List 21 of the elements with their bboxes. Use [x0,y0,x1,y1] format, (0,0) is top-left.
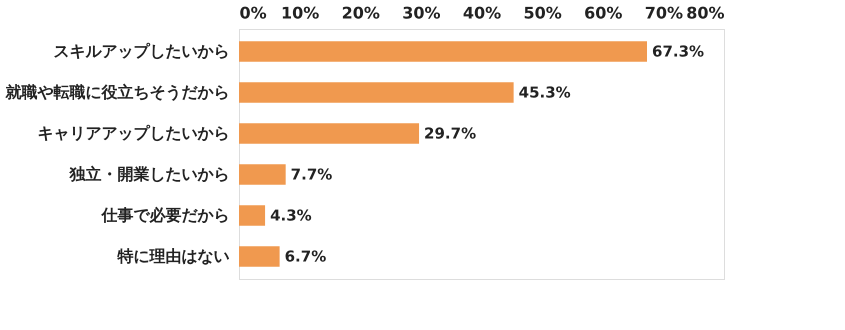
x-tick-label: 0% [240,4,267,22]
x-tick-label: 70% [644,4,684,22]
y-tick-label: 特に理由はない [116,246,230,266]
data-label: 45.3% [518,84,571,102]
y-tick-label: 独立・開業したいから [68,164,230,184]
y-tick-label: 仕事で必要だから [100,205,230,224]
data-label: 29.7% [424,124,476,143]
data-label: 67.3% [652,42,704,61]
data-label: 4.3% [270,206,312,224]
y-tick-label: スキルアップしたいから [54,42,230,61]
x-tick-label: 60% [584,4,622,22]
y-tick-label: キャリアアップしたいから [38,124,230,143]
x-tick-label: 40% [462,4,502,22]
data-label: 7.7% [290,165,332,184]
data-label: 6.7% [284,247,326,266]
y-tick-label: 就職や転職に役立ちそうだから [4,82,230,102]
x-tick-label: 50% [523,4,562,22]
x-tick-label: 30% [402,4,441,22]
x-tick-label: 10% [280,4,320,22]
x-tick-label: 20% [342,4,380,22]
x-tick-label: 80% [686,4,724,22]
